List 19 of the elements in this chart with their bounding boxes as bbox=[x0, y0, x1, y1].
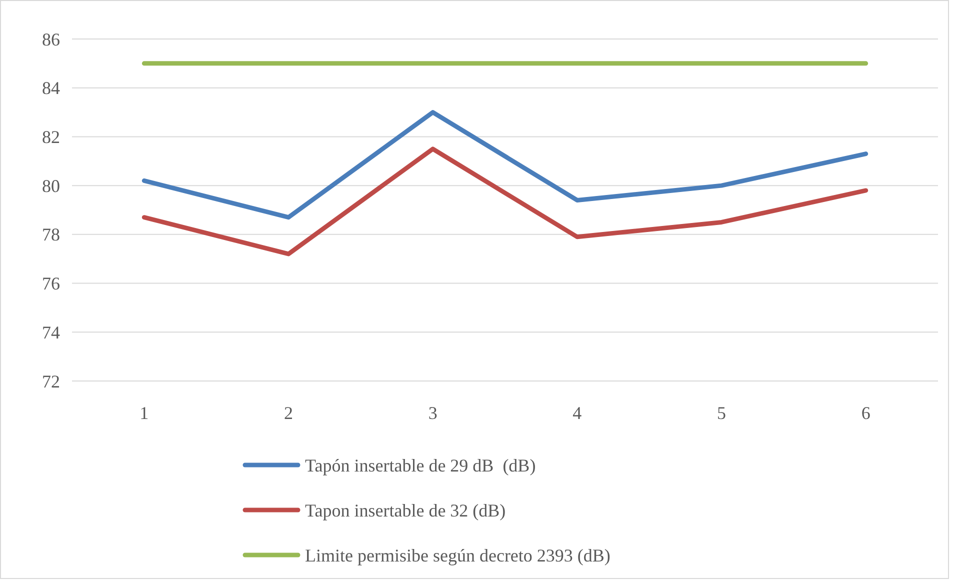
y-tick-label: 86 bbox=[42, 29, 60, 50]
legend-label: Tapon insertable de 32 (dB) bbox=[305, 500, 506, 520]
line-series bbox=[142, 110, 868, 220]
x-tick-label: 5 bbox=[717, 403, 726, 423]
x-tick-label: 2 bbox=[284, 403, 293, 423]
legend-label: Limite permisibe según decreto 2393 (dB) bbox=[305, 545, 610, 566]
x-tick-label: 6 bbox=[861, 403, 870, 423]
line-series bbox=[142, 146, 868, 256]
x-tick-label: 4 bbox=[572, 403, 582, 423]
legend-label: Tapón insertable de 29 dB (dB) bbox=[305, 455, 536, 476]
y-tick-label: 80 bbox=[42, 176, 60, 196]
y-tick-label: 74 bbox=[42, 322, 60, 342]
y-tick-label: 84 bbox=[42, 78, 60, 98]
y-tick-label: 82 bbox=[42, 127, 60, 148]
y-tick-label: 76 bbox=[42, 274, 60, 294]
x-tick-label: 1 bbox=[140, 403, 149, 423]
y-tick-label: 72 bbox=[42, 371, 60, 392]
x-tick-label: 3 bbox=[428, 403, 438, 423]
y-tick-label: 78 bbox=[42, 224, 60, 245]
